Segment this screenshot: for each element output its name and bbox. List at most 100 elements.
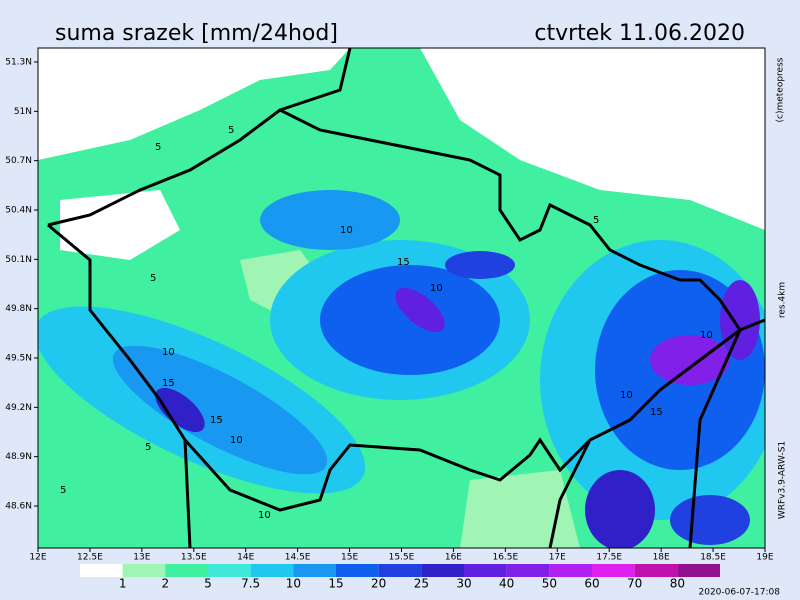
legend-label: 2: [162, 577, 170, 591]
border-de-at: [183, 439, 192, 549]
rain-area: [320, 265, 500, 375]
dry-area: [38, 48, 350, 160]
legend-swatch: [250, 564, 294, 577]
legend-label: 15: [328, 577, 343, 591]
contour-label: 10: [620, 390, 633, 401]
lon-label: 18.5E: [700, 553, 726, 563]
contour-label: 10: [258, 510, 271, 521]
precip-field: [38, 48, 765, 548]
lon-label: 13.5E: [181, 553, 207, 563]
lon-label: 14.5E: [285, 553, 311, 563]
contour-label: 15: [210, 415, 223, 426]
lon-label: 12.5E: [77, 553, 103, 563]
border-at-sk: [548, 439, 592, 549]
dry-area: [420, 48, 765, 230]
legend-label: 1: [119, 577, 127, 591]
lon-label: 17E: [549, 553, 566, 563]
resolution: res.4km: [778, 282, 788, 318]
lon-label: 18E: [653, 553, 670, 563]
lat-label: 49.8N: [5, 304, 32, 314]
legend-label: 5: [204, 577, 212, 591]
copyright: (c)meteopress: [776, 57, 786, 122]
lat-label: 50.7N: [5, 156, 32, 166]
contour-label: 10: [162, 347, 175, 358]
lon-label: 12E: [29, 553, 46, 563]
legend-label: 80: [670, 577, 685, 591]
date: ctvrtek 11.06.2020: [534, 21, 745, 46]
legend-label: 50: [542, 577, 557, 591]
legend-label: 25: [414, 577, 429, 591]
dry-area: [60, 190, 180, 260]
legend-swatch: [336, 564, 379, 577]
light-area: [460, 470, 580, 548]
legend-swatch: [634, 564, 678, 577]
lon-label: 14E: [237, 553, 254, 563]
lon-label: 13E: [133, 553, 150, 563]
legend-label: 20: [371, 577, 386, 591]
legend-label: 70: [627, 577, 642, 591]
lon-label: 15.5E: [389, 553, 415, 563]
border-german-polish: [279, 47, 352, 112]
lat-label: 51N: [14, 107, 32, 117]
lat-label: 50.4N: [5, 206, 32, 216]
rain-area: [260, 190, 400, 250]
lon-label: 17.5E: [596, 553, 622, 563]
legend-swatch: [80, 564, 123, 577]
legend-swatch: [464, 564, 507, 577]
rain-area: [112, 345, 328, 475]
contour-label: 15: [650, 407, 663, 418]
timestamp: 2020-06-07-17:08: [699, 588, 781, 598]
legend-label: 60: [584, 577, 599, 591]
contour-label: 5: [60, 485, 66, 496]
contour-label: 5: [155, 142, 161, 153]
model: WRFv3.9-ARW-S1: [778, 441, 788, 519]
rain-core: [720, 280, 760, 360]
legend-swatch: [677, 564, 720, 577]
contour-labels: 5 5 5 10 15 15 10 5 10 15 10 5 10 15 10 …: [60, 125, 713, 521]
legend-label: 30: [456, 577, 471, 591]
contour-label: 15: [162, 378, 175, 389]
lon-label: 15E: [341, 553, 358, 563]
lon-label: 16E: [445, 553, 462, 563]
lat-label: 49.2N: [5, 403, 32, 413]
legend-swatch: [165, 564, 208, 577]
lon-label: 19E: [756, 553, 773, 563]
legend-swatch: [293, 564, 336, 577]
contour-label: 10: [340, 225, 353, 236]
border-south: [47, 223, 766, 512]
lon-label: 16.5E: [492, 553, 518, 563]
legend-swatch: [506, 564, 550, 577]
rain-core: [585, 470, 655, 548]
rain-core: [670, 495, 750, 545]
legend-swatch: [122, 564, 166, 577]
contour-label: 10: [230, 435, 243, 446]
rain-core: [395, 287, 445, 333]
legend-label: 7.5: [241, 577, 260, 591]
contour-label: 5: [228, 125, 234, 136]
contour-label: 15: [397, 257, 410, 268]
legend-swatch: [378, 564, 422, 577]
contour-label: 10: [430, 283, 443, 294]
title: suma srazek [mm/24hod]: [55, 21, 338, 46]
lat-label: 48.6N: [5, 502, 32, 512]
legend-swatch: [592, 564, 635, 577]
border-sk-pl: [688, 329, 742, 549]
contour-label: 10: [700, 330, 713, 341]
rain-core: [650, 335, 730, 385]
rain-core: [155, 387, 205, 433]
legend-swatch: [421, 564, 464, 577]
borders: [47, 47, 766, 549]
rain-area: [445, 251, 515, 279]
legend-label: 40: [499, 577, 514, 591]
legend-label: 10: [286, 577, 301, 591]
lat-label: 50.1N: [5, 255, 32, 265]
lat-label: 48.9N: [5, 452, 32, 462]
contour-label: 5: [593, 215, 599, 226]
lat-label: 49.5N: [5, 354, 32, 364]
contour-label: 5: [150, 273, 156, 284]
legend-swatch: [549, 564, 592, 577]
contour-label: 5: [145, 442, 151, 453]
border-north: [47, 108, 742, 331]
lat-label: 51.3N: [5, 58, 32, 68]
